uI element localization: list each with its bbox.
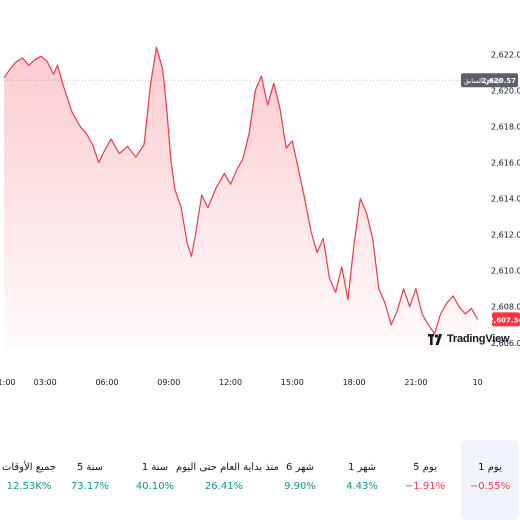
period-change: 4.43%	[346, 481, 378, 492]
period-change: 12.53K%	[6, 481, 52, 492]
x-tick-label: 15:00	[281, 378, 304, 387]
period-tab-0[interactable]: 1 يوم −0.55%	[461, 440, 519, 520]
price-line	[3, 46, 479, 335]
x-tick-label: 21:00	[404, 378, 427, 387]
period-label: منذ بداية العام حتى اليوم	[176, 462, 279, 473]
price-chart[interactable]: 2,622.00 2,620.00 2,618.00 2,616.00 2,614.00…	[0, 0, 520, 400]
y-tick-label: 2,618.00	[491, 123, 520, 132]
period-label: جميع الأوقات	[1, 462, 57, 473]
x-tick-label: 09:00	[157, 378, 180, 387]
period-change: 73.17%	[70, 481, 110, 492]
period-tab-2[interactable]: 1 شهر 4.43%	[334, 440, 390, 520]
y-tick-label: 2,622.00	[491, 50, 520, 59]
period-label: 1 شهر	[347, 462, 377, 473]
y-tick-label: 2,612.00	[491, 231, 520, 240]
tradingview-logo: TradingView	[428, 333, 510, 345]
y-tick-label: 2,614.00	[491, 195, 520, 204]
period-label: 1 يوم	[478, 462, 502, 473]
x-tick-label: 06:00	[95, 378, 118, 387]
y-tick-label: 2,616.00	[491, 159, 520, 168]
period-label: 5 سنة	[76, 462, 104, 473]
tradingview-wordmark: TradingView	[447, 333, 510, 345]
period-change: 40.10%	[135, 481, 175, 492]
y-tick-label: 2,608.00	[491, 303, 520, 312]
period-label: 6 شهر	[285, 462, 315, 473]
period-tab-3[interactable]: 6 شهر 9.90%	[274, 440, 326, 520]
prev-close-value: 2,620.57	[481, 77, 516, 85]
performance-periods: 1 يوم −0.55% 5 يوم −1.91% 1 شهر 4.43% 6 شهر 9.9…	[0, 440, 520, 520]
period-change: −1.91%	[404, 481, 446, 492]
y-tick-label: 2,620.00	[491, 86, 520, 95]
period-tab-5[interactable]: 1 سنة 40.10%	[127, 440, 183, 520]
x-tick-label: 03:00	[34, 378, 57, 387]
y-tick-label: 2,606.00	[491, 339, 520, 348]
period-change: 26.41%	[204, 481, 244, 492]
last-price-tag: 2,607.34	[489, 312, 520, 327]
x-tick-label: 10	[473, 378, 483, 387]
prev-close-label: الإغلاق السابق	[464, 77, 503, 85]
period-label: 1 سنة	[141, 462, 169, 473]
period-change: 9.90%	[284, 481, 316, 492]
period-label: 5 يوم	[413, 462, 437, 473]
x-tick-label: 12:00	[219, 378, 242, 387]
x-tick-label: 18:00	[343, 378, 366, 387]
price-area-fill	[4, 47, 478, 350]
period-tab-1[interactable]: 5 يوم −1.91%	[397, 440, 453, 520]
tradingview-mark-icon	[428, 333, 442, 345]
period-tab-4[interactable]: منذ بداية العام حتى اليوم 26.41%	[176, 440, 279, 520]
last-price-value: 2,607.34	[489, 316, 520, 324]
x-tick-label: 01:00	[0, 378, 16, 387]
y-tick-label: 2,610.00	[491, 267, 520, 276]
period-tab-6[interactable]: 5 سنة 73.17%	[64, 440, 116, 520]
period-tab-7[interactable]: جميع الأوقات 12.53K%	[0, 440, 58, 520]
period-change: −0.55%	[469, 481, 511, 492]
